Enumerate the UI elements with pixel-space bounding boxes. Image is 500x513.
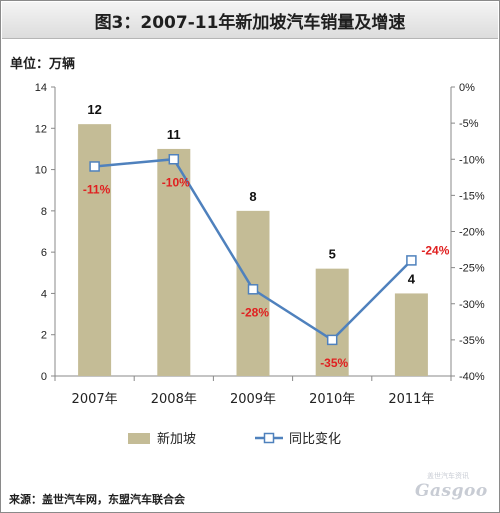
- legend-line-label: 同比变化: [289, 431, 341, 447]
- legend-line-marker: [263, 432, 275, 444]
- x-category-label: 2008年: [151, 392, 197, 407]
- bar-value-label: 4: [408, 271, 416, 286]
- bar: [315, 268, 349, 376]
- line-point: [168, 154, 180, 165]
- right-tick-label: -5%: [459, 118, 479, 130]
- left-tick-label: 4: [41, 288, 47, 300]
- line-point: [406, 255, 417, 266]
- right-tick-label: 0%: [459, 82, 475, 94]
- bar-value-label: 12: [87, 102, 101, 117]
- legend-bar-swatch: [128, 433, 150, 444]
- line-point: [326, 334, 338, 346]
- chart-title: 图3：2007-11年新加坡汽车销量及增速: [94, 13, 406, 33]
- line-point-label: -11%: [83, 182, 111, 196]
- line-point: [89, 161, 100, 172]
- left-tick-label: 10: [35, 165, 47, 177]
- right-tick-label: -10%: [459, 154, 485, 166]
- x-category-label: 2010年: [309, 392, 355, 407]
- right-tick-label: -20%: [459, 227, 485, 239]
- right-tick-label: -40%: [459, 371, 485, 383]
- bar-value-label: 8: [249, 189, 256, 204]
- bar: [394, 293, 428, 376]
- left-tick-label: 6: [41, 247, 47, 259]
- left-tick-label: 8: [41, 206, 47, 218]
- x-category-label: 2007年: [72, 392, 118, 407]
- right-tick-label: -25%: [459, 263, 485, 275]
- right-tick-label: -35%: [459, 335, 485, 347]
- line-point: [247, 284, 259, 295]
- unit-label: 单位：万辆: [10, 57, 76, 72]
- bar-value-label: 5: [329, 247, 336, 262]
- x-category-label: 2009年: [230, 392, 276, 407]
- legend-bar-label: 新加坡: [157, 431, 196, 447]
- combo-chart: 0 2 4 6 8 10 12 14 -40% -35% -30% -25% -20% -15% -10% -…: [35, 82, 485, 447]
- line-point-label: -35%: [320, 356, 348, 370]
- left-tick-label: 12: [35, 123, 47, 135]
- gasgoo-logo: 盖世汽车资讯 Gasgoo: [409, 471, 497, 509]
- bar-value-label: 11: [167, 127, 181, 142]
- title-bar: 图3：2007-11年新加坡汽车销量及增速: [2, 2, 498, 39]
- right-tick-label: -15%: [459, 190, 485, 202]
- logo-cn-text: 盖世汽车资讯: [427, 472, 469, 480]
- source-note: 来源：盖世汽车网，东盟汽车联合会: [9, 493, 185, 506]
- left-tick-label: 2: [41, 330, 47, 342]
- right-tick-label: -30%: [459, 299, 485, 311]
- line-point-label: -28%: [241, 305, 269, 319]
- bar: [157, 148, 191, 376]
- left-tick-label: 0: [41, 371, 47, 383]
- line-point-label: -24%: [421, 243, 449, 257]
- line-point-label: -10%: [162, 175, 190, 189]
- left-tick-label: 14: [35, 82, 47, 94]
- x-category-label: 2011年: [388, 392, 434, 407]
- logo-text: Gasgoo: [415, 481, 488, 501]
